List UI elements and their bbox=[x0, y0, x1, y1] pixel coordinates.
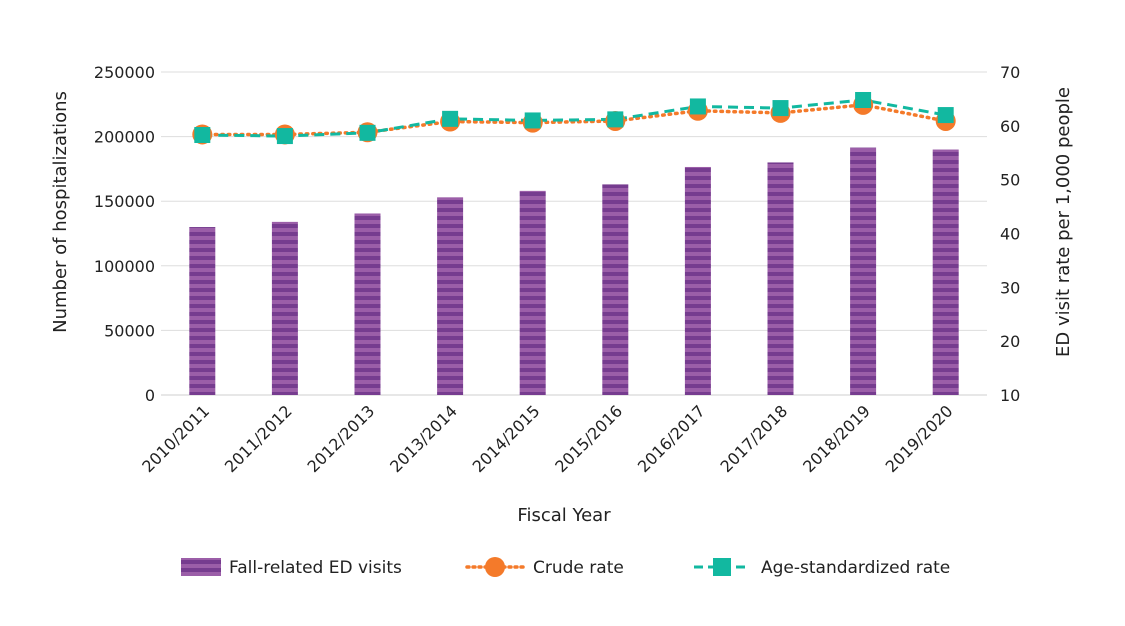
bar bbox=[684, 166, 711, 395]
bar-series bbox=[189, 147, 959, 395]
bar bbox=[437, 197, 464, 395]
line-series bbox=[192, 91, 956, 145]
x-tick-label: 2015/2016 bbox=[551, 401, 626, 476]
age-standardized-rate-point bbox=[359, 124, 376, 141]
age-standardized-rate-point bbox=[276, 128, 293, 145]
tick-labels: 0 50000 100000 150000 200000 250000 10 20 30 40 50… bbox=[94, 63, 1020, 476]
age-standardized-rate-point bbox=[772, 100, 789, 117]
y-axis-left-label: Number of hospitalizations bbox=[50, 91, 71, 333]
legend: Fall-related ED visits Crude rate Age-st… bbox=[181, 557, 950, 578]
age-standardized-rate-point bbox=[607, 111, 624, 128]
y-left-tick-label: 0 bbox=[145, 386, 155, 405]
y-left-tick-label: 200000 bbox=[94, 128, 155, 147]
y-right-tick-label: 30 bbox=[1000, 278, 1020, 297]
legend-label-crude: Crude rate bbox=[533, 558, 624, 578]
bar bbox=[354, 213, 381, 395]
y-left-tick-label: 100000 bbox=[94, 257, 155, 276]
x-tick-label: 2016/2017 bbox=[634, 401, 709, 476]
bar bbox=[932, 149, 959, 395]
bar bbox=[189, 227, 216, 395]
age-standardized-rate-point bbox=[937, 107, 954, 124]
legend-marker-crude bbox=[485, 557, 505, 577]
x-tick-label: 2012/2013 bbox=[303, 401, 378, 476]
age-standardized-rate-point bbox=[524, 112, 541, 129]
legend-swatch-bars bbox=[181, 558, 221, 576]
age-standardized-rate-point bbox=[194, 126, 211, 143]
bar bbox=[767, 162, 794, 395]
legend-item-bars[interactable]: Fall-related ED visits bbox=[181, 558, 402, 578]
y-right-tick-label: 60 bbox=[1000, 117, 1020, 136]
y-right-tick-label: 10 bbox=[1000, 386, 1020, 405]
legend-label-bars: Fall-related ED visits bbox=[229, 558, 402, 578]
x-tick-label: 2018/2019 bbox=[799, 401, 874, 476]
age-standardized-rate-point bbox=[689, 98, 706, 115]
y-left-tick-label: 150000 bbox=[94, 192, 155, 211]
legend-item-crude[interactable]: Crude rate bbox=[465, 557, 624, 578]
y-axis-right-label: ED visit rate per 1,000 people bbox=[1053, 87, 1074, 357]
x-tick-label: 2014/2015 bbox=[469, 401, 544, 476]
legend-item-age-std[interactable]: Age-standardized rate bbox=[694, 558, 950, 578]
y-left-tick-label: 250000 bbox=[94, 63, 155, 82]
x-tick-label: 2011/2012 bbox=[221, 401, 296, 476]
bar bbox=[271, 221, 298, 395]
y-right-tick-label: 70 bbox=[1000, 63, 1020, 82]
y-right-tick-label: 50 bbox=[1000, 171, 1020, 190]
crude-rate-line bbox=[200, 103, 948, 137]
bar bbox=[519, 190, 546, 395]
legend-marker-age-std bbox=[713, 558, 731, 576]
legend-label-age-std: Age-standardized rate bbox=[761, 558, 950, 578]
x-tick-label: 2013/2014 bbox=[386, 401, 461, 476]
y-left-tick-label: 50000 bbox=[104, 321, 155, 340]
x-tick-label: 2017/2018 bbox=[716, 401, 791, 476]
y-right-tick-label: 20 bbox=[1000, 332, 1020, 351]
x-tick-label: 2019/2020 bbox=[882, 401, 957, 476]
x-tick-label: 2010/2011 bbox=[138, 401, 213, 476]
age-standardized-rate-point bbox=[442, 110, 459, 127]
y-right-tick-label: 40 bbox=[1000, 225, 1020, 244]
bar bbox=[850, 147, 877, 395]
bar bbox=[602, 184, 629, 395]
age-standardized-rate-line bbox=[202, 98, 946, 138]
age-standardized-rate-point bbox=[855, 91, 872, 108]
x-axis-label: Fiscal Year bbox=[517, 505, 611, 526]
